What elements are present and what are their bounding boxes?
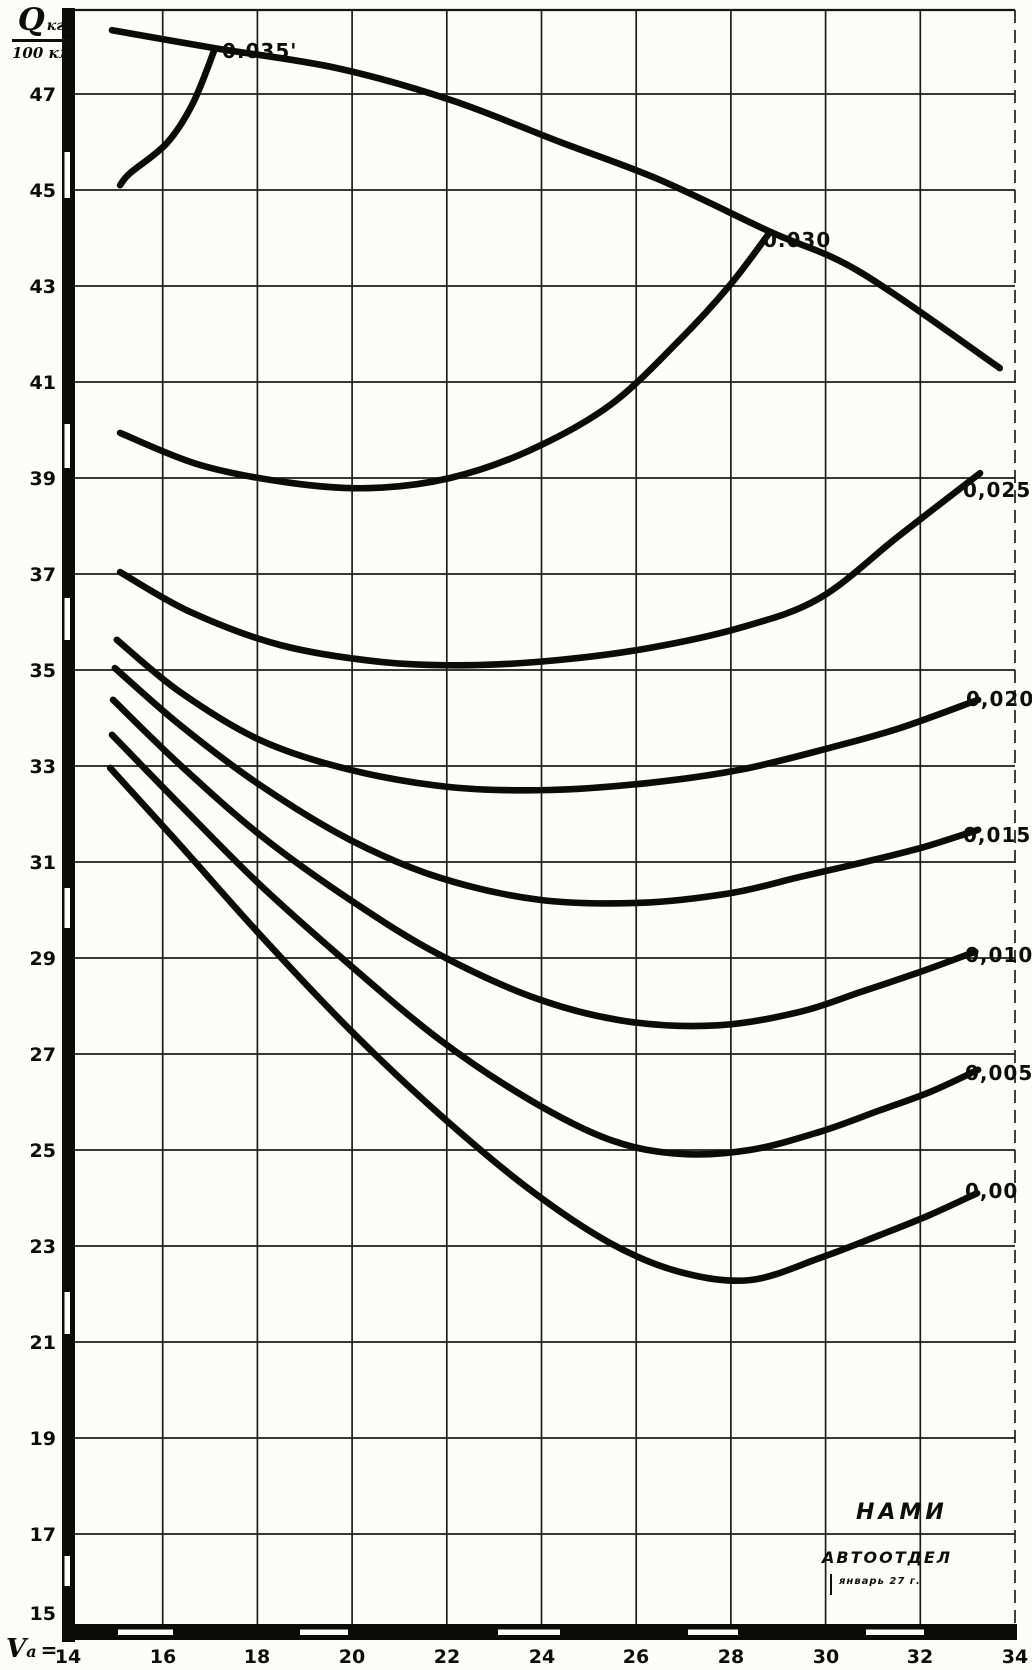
scan-notch-y-0 (64, 152, 70, 198)
curve-f-0.030 (116, 228, 774, 492)
curve-f-0.00 (106, 764, 981, 1285)
scan-notch-y-4 (64, 1292, 70, 1334)
y-tick-label-21: 21 (30, 1332, 56, 1354)
x-tick-label-32: 32 (907, 1646, 933, 1668)
curve-label-f-0.020: 0,020 (966, 687, 1032, 711)
curve-f-0.025 (116, 469, 984, 669)
x-axis-title: Va = (6, 1634, 57, 1664)
scan-notch-y-1 (64, 424, 70, 468)
org-stamp: НАМИ АВТООТДЕЛ январь 27 г. (822, 1500, 952, 1595)
quantity-unit: кг (46, 18, 65, 34)
x-tick-label-16: 16 (150, 1646, 176, 1668)
curve-f-0.015 (111, 664, 982, 907)
scan-notch-x-2 (498, 1629, 560, 1635)
speed-symbol: V (6, 1634, 27, 1664)
curve-label-f-0.015: 0,015 (963, 823, 1031, 847)
curve-label-f-0.035: 0.035' (222, 39, 297, 63)
y-tick-label-23: 23 (30, 1236, 56, 1258)
y-tick-label-41: 41 (30, 372, 56, 394)
scan-notch-y-5 (64, 1556, 70, 1586)
scan-notch-x-0 (118, 1629, 173, 1635)
y-tick-label-19: 19 (30, 1428, 56, 1450)
org-date-note: январь 27 г. (830, 1574, 952, 1595)
x-tick-label-26: 26 (623, 1646, 649, 1668)
y-tick-label-25: 25 (30, 1140, 56, 1162)
y-tick-label-17: 17 (30, 1524, 56, 1546)
curve-f-0.005 (108, 731, 982, 1158)
x-tick-label-14: 14 (55, 1646, 81, 1668)
x-tick-label-18: 18 (244, 1646, 270, 1668)
y-tick-label-39: 39 (30, 468, 56, 490)
curve-power-limit-envelope (108, 26, 1004, 372)
y-tick-label-47: 47 (30, 84, 56, 106)
scan-notch-x-1 (300, 1629, 348, 1635)
y-tick-label-31: 31 (30, 852, 56, 874)
scan-notch-y-2 (64, 598, 70, 640)
x-tick-label-20: 20 (339, 1646, 365, 1668)
x-tick-label-22: 22 (434, 1646, 460, 1668)
scan-notch-y-3 (64, 888, 70, 928)
y-axis-bar (62, 8, 75, 1642)
y-tick-label-43: 43 (30, 276, 56, 298)
curve-label-f-0.025: 0,025 (963, 478, 1031, 502)
x-tick-label-28: 28 (718, 1646, 744, 1668)
org-name: НАМИ (856, 1500, 948, 1525)
scan-notch-x-3 (688, 1629, 738, 1635)
quantity-symbol: Q (17, 2, 45, 38)
x-tick-label-34: 34 (1002, 1646, 1028, 1668)
y-tick-label-37: 37 (30, 564, 56, 586)
curve-label-f-0.00: 0,00 (965, 1179, 1018, 1203)
y-tick-label-45: 45 (30, 180, 56, 202)
y-tick-label-27: 27 (30, 1044, 56, 1066)
curve-f-0.035 (116, 45, 219, 189)
equals-sign: = (40, 1638, 58, 1662)
curve-label-f-0.010: 0,010 (965, 943, 1032, 967)
curve-f-0.020 (113, 636, 982, 794)
y-tick-label-15: 15 (30, 1603, 56, 1625)
y-tick-label-35: 35 (30, 660, 56, 682)
y-axis-title-denominator: 100 км (12, 43, 73, 62)
speed-symbol-subscript: a (26, 1642, 37, 1661)
x-tick-label-24: 24 (529, 1646, 555, 1668)
y-tick-label-33: 33 (30, 756, 56, 778)
curve-label-f-0.030: 0.030 (763, 228, 831, 252)
org-department: АВТООТДЕЛ (822, 1548, 953, 1567)
curve-label-f-0.005: 0,005 (965, 1061, 1032, 1085)
curve-f-0.010 (109, 696, 979, 1030)
y-tick-label-29: 29 (30, 948, 56, 970)
scan-notch-x-4 (866, 1629, 924, 1635)
x-tick-label-30: 30 (813, 1646, 839, 1668)
